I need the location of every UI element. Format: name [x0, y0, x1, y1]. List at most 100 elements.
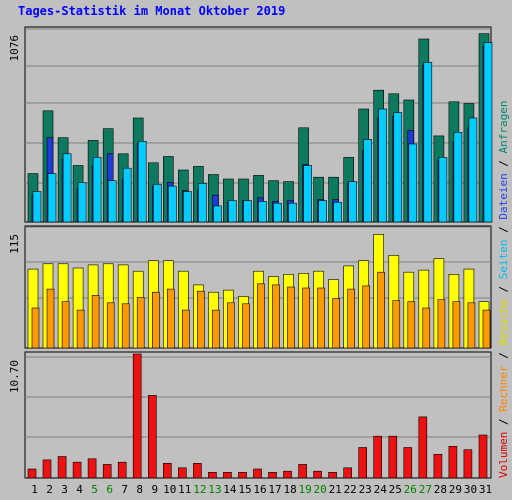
x-tick-label-day-6: 6	[106, 483, 113, 496]
x-tick-label-day-24: 24	[374, 483, 388, 496]
chart-title: Tages-Statistik im Monat Oktober 2019	[18, 4, 286, 18]
bar-rechner-day-30	[467, 302, 476, 349]
bar-seiten-day-17	[273, 202, 282, 223]
bar-rechner-day-12	[197, 290, 205, 349]
legend-entry-besuche: Besuche	[497, 299, 510, 345]
legend-entry-rechner: Rechner	[497, 365, 510, 412]
bar-rechner-day-9	[152, 291, 160, 349]
bar-rechner-day-23	[362, 285, 371, 349]
legend-entry-anfragen: Anfragen	[497, 100, 510, 153]
bar-seiten-day-16	[258, 201, 267, 223]
bar-seiten-day-14	[228, 200, 237, 223]
bar-rechner-day-24	[377, 271, 386, 349]
bar-rechner-day-20	[317, 287, 325, 349]
x-tick-label-day-10: 10	[163, 483, 176, 496]
bar-seiten-day-3	[62, 153, 72, 223]
bar-volumen-day-23	[358, 447, 368, 479]
x-tick-label-day-19: 19	[298, 483, 311, 496]
x-tick-label-day-3: 3	[61, 483, 68, 496]
bar-volumen-day-2	[42, 459, 52, 479]
bar-rechner-day-3	[61, 301, 70, 349]
bar-seiten-day-13	[213, 205, 222, 223]
bar-rechner-day-7	[121, 303, 130, 349]
x-tick-label-day-18: 18	[283, 483, 296, 496]
legend-entry-seiten: Seiten	[497, 240, 510, 280]
bar-rechner-day-8	[136, 297, 145, 349]
bar-seiten-day-27	[423, 62, 433, 223]
bar-volumen-day-20	[313, 470, 322, 479]
bar-seiten-day-8	[137, 141, 147, 223]
bar-seiten-day-5	[92, 157, 102, 223]
bar-volumen-day-5	[87, 458, 97, 479]
legend: Volumen / Rechner / Besuche / Seiten / D…	[497, 100, 510, 478]
bar-seiten-day-6	[107, 180, 117, 223]
bar-volumen-day-30	[463, 449, 473, 479]
x-tick-label-day-16: 16	[253, 483, 266, 496]
legend-separator: /	[497, 220, 510, 240]
bar-rechner-day-11	[182, 309, 190, 349]
bar-volumen-day-27	[418, 416, 428, 479]
x-tick-label-day-9: 9	[151, 483, 158, 496]
bar-volumen-day-3	[57, 456, 67, 479]
x-tick-label-day-14: 14	[223, 483, 237, 496]
bar-volumen-day-4	[72, 461, 82, 479]
bar-volumen-day-16	[253, 468, 262, 479]
bar-rechner-day-6	[106, 302, 115, 349]
x-tick-label-day-15: 15	[238, 483, 251, 496]
x-tick-label-day-22: 22	[344, 483, 357, 496]
bar-rechner-day-22	[347, 288, 356, 349]
x-tick-label-day-20: 20	[313, 483, 326, 496]
bar-seiten-day-24	[378, 108, 388, 223]
bar-volumen-day-22	[343, 467, 353, 479]
x-tick-label-day-4: 4	[76, 483, 83, 496]
y-tick-label: 115	[8, 234, 21, 254]
legend-separator: /	[497, 412, 510, 432]
x-tick-label-day-12: 12	[193, 483, 206, 496]
bar-volumen-day-8	[132, 353, 142, 479]
bar-rechner-day-21	[332, 298, 340, 349]
bar-volumen-day-19	[298, 464, 307, 479]
bar-volumen-day-26	[403, 447, 413, 479]
y-tick-label: 10.70	[8, 360, 21, 393]
x-tick-label-day-29: 29	[449, 483, 462, 496]
bar-seiten-day-9	[153, 184, 162, 223]
bar-seiten-day-10	[168, 185, 177, 223]
bar-rechner-day-4	[76, 309, 85, 349]
x-tick-label-day-2: 2	[46, 483, 53, 496]
bar-rechner-day-28	[437, 299, 446, 349]
bar-volumen-day-10	[163, 462, 172, 479]
bar-seiten-day-23	[363, 139, 373, 223]
bar-seiten-day-30	[468, 117, 478, 223]
bar-volumen-day-11	[178, 467, 187, 479]
x-tick-label-day-1: 1	[31, 483, 38, 496]
bar-rechner-day-13	[212, 309, 220, 349]
bar-volumen-day-7	[117, 461, 127, 479]
x-tick-label-day-8: 8	[136, 483, 143, 496]
x-tick-label-day-11: 11	[178, 483, 191, 496]
bar-seiten-day-2	[47, 173, 57, 223]
bar-volumen-day-17	[268, 471, 277, 479]
bar-seiten-day-21	[333, 202, 342, 223]
x-tick-label-day-28: 28	[434, 483, 447, 496]
x-tick-label-day-27: 27	[419, 483, 432, 496]
bar-seiten-day-26	[408, 143, 418, 223]
bar-volumen-day-13	[208, 471, 217, 479]
x-tick-label-day-7: 7	[121, 483, 128, 496]
x-tick-label-day-31: 31	[479, 483, 492, 496]
bar-seiten-day-12	[198, 183, 207, 223]
bar-rechner-day-10	[167, 288, 175, 349]
x-tick-label-day-21: 21	[329, 483, 342, 496]
bar-seiten-day-29	[453, 132, 463, 223]
x-tick-label-day-17: 17	[268, 483, 281, 496]
legend-entry-volumen: Volumen	[497, 432, 510, 478]
bar-rechner-day-2	[46, 288, 55, 349]
bar-rechner-day-29	[452, 301, 461, 349]
legend-separator: /	[497, 153, 510, 173]
bar-rechner-day-31	[482, 309, 491, 349]
bar-volumen-day-29	[448, 445, 458, 479]
bar-volumen-day-25	[388, 435, 398, 479]
x-tick-label-day-26: 26	[404, 483, 417, 496]
legend-separator: /	[497, 279, 510, 299]
bar-volumen-day-1	[27, 468, 37, 479]
